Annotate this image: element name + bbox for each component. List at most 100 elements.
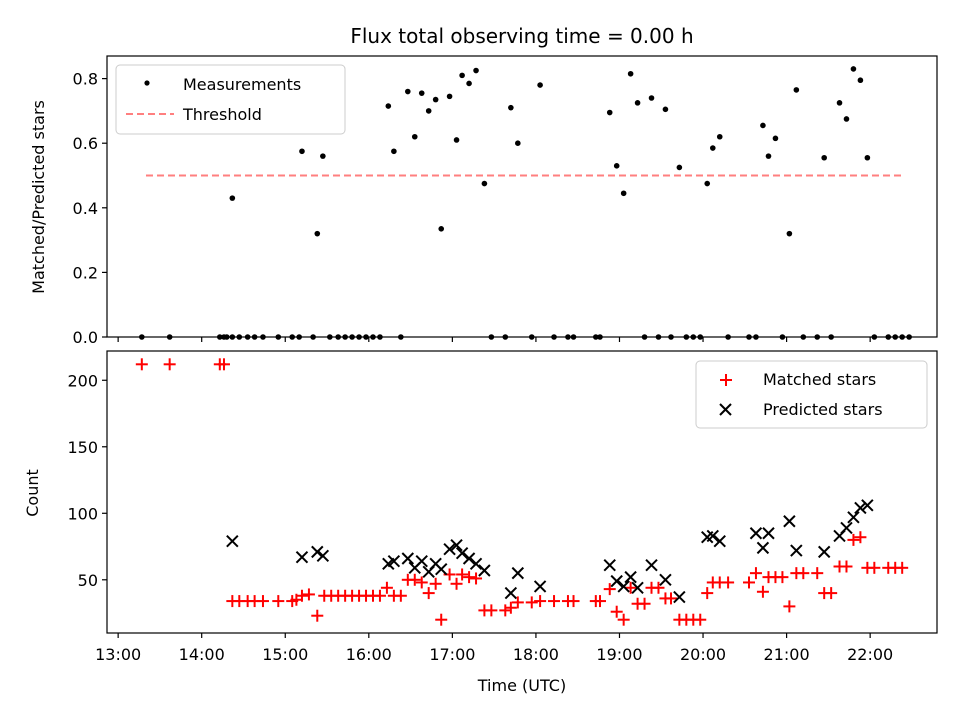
matched-point [525, 596, 538, 609]
matched-point [256, 595, 269, 608]
measurement-point [508, 104, 514, 111]
matched-point [504, 601, 517, 614]
predicted-point [603, 558, 616, 572]
matched-point [429, 577, 442, 590]
x-tick-label: 22:00 [847, 645, 893, 664]
top-marks [139, 66, 912, 340]
matched-point [485, 604, 498, 617]
legend-matched-label: Matched stars [763, 370, 876, 389]
matched-legend-marker [720, 374, 732, 386]
measurement-point [613, 163, 620, 169]
predicted-point [610, 574, 623, 588]
matched-point [415, 576, 428, 589]
matched-point [624, 581, 637, 594]
matched-point [394, 589, 407, 602]
bottom-x-ticks: 13:00 14:00 15:00 16:00 17:00 18:00 19:00 20:00… [95, 633, 893, 664]
measurements-legend-marker [144, 80, 150, 86]
measurement-point [850, 66, 857, 72]
measurement-point [515, 140, 521, 147]
matched-point [380, 581, 393, 594]
matched-point [776, 571, 789, 584]
measurement-point [466, 80, 472, 87]
matched-point [456, 568, 469, 581]
matched-point [470, 572, 483, 585]
measurement-point [634, 100, 641, 106]
measurement-point [411, 133, 418, 140]
x-tick-label: 16:00 [346, 645, 392, 664]
predicted-point [435, 562, 448, 576]
matched-point [665, 592, 678, 605]
matched-point [811, 567, 824, 580]
predicted-point [455, 546, 469, 560]
predicted-point [316, 549, 330, 563]
top-y-axis-label: Matched/Predicted stars [29, 100, 48, 294]
measurement-point [620, 190, 627, 197]
matched-point [847, 533, 860, 546]
bottom-y-ticks: 50 100 150 200 [67, 371, 107, 590]
legend-threshold-label: Threshold [182, 105, 262, 124]
predicted-point [783, 515, 796, 528]
x-tick-label: 21:00 [764, 645, 810, 664]
matched-point [617, 613, 630, 626]
predicted-point [415, 554, 428, 568]
matched-point [756, 585, 769, 598]
predicted-point [624, 570, 637, 584]
measurement-point [836, 100, 843, 106]
predicted-point [511, 566, 525, 580]
bottom-legend-box [695, 360, 928, 429]
legend-predicted-label: Predicted stars [763, 400, 883, 419]
predicted-point [840, 521, 853, 535]
measurement-point [765, 153, 772, 159]
measurement-point [320, 153, 326, 159]
measurement-point [786, 230, 793, 237]
measurement-point [627, 70, 634, 77]
measurement-point [716, 133, 723, 140]
matched-point [593, 595, 606, 608]
x-tick-label: 20:00 [680, 645, 726, 664]
measurement-point [405, 88, 411, 95]
bottom-y-tick-label: 50 [78, 571, 98, 590]
matched-point [163, 358, 176, 371]
measurement-point [537, 82, 543, 88]
predicted-point [311, 545, 324, 559]
predicted-point [450, 539, 463, 552]
x-tick-label: 18:00 [513, 645, 559, 664]
predicted-point [533, 580, 547, 593]
measurement-point [453, 137, 460, 143]
predicted-point [861, 499, 874, 512]
measurement-point [391, 148, 397, 155]
matched-point [311, 609, 324, 622]
matched-point [499, 604, 512, 617]
predicted-point [659, 573, 672, 586]
predicted-point [469, 557, 483, 571]
predicted-point [443, 542, 456, 556]
matched-point [450, 577, 463, 590]
matched-point [422, 587, 435, 600]
measurement-point [857, 77, 864, 84]
predicted-point [790, 544, 803, 557]
predicted-point [462, 552, 476, 565]
bottom-marks [135, 358, 909, 626]
bottom-y-tick-label: 200 [67, 371, 98, 390]
measurement-point [432, 96, 439, 103]
bottom-legend: Matched stars Predicted stars [695, 360, 928, 429]
measurement-point [385, 103, 392, 109]
matched-point [610, 605, 623, 618]
predicted-point [749, 527, 763, 540]
top-legend: Measurements Threshold [115, 64, 346, 135]
matched-point [742, 576, 755, 589]
top-y-tick-label: 0.2 [73, 263, 98, 282]
x-tick-label: 17:00 [429, 645, 475, 664]
matched-point [548, 595, 561, 608]
predicted-point [478, 564, 491, 577]
matched-point [722, 576, 735, 589]
measurement-point [418, 90, 425, 96]
matched-point [302, 588, 315, 601]
matched-point [435, 613, 448, 626]
predicted-legend-marker [719, 403, 732, 416]
x-axis-label: Time (UTC) [477, 676, 566, 695]
predicted-point [504, 586, 518, 600]
top-subplot: Flux total observing time = 0.00 h 0.00.… [29, 24, 938, 347]
measurement-point [793, 87, 800, 93]
